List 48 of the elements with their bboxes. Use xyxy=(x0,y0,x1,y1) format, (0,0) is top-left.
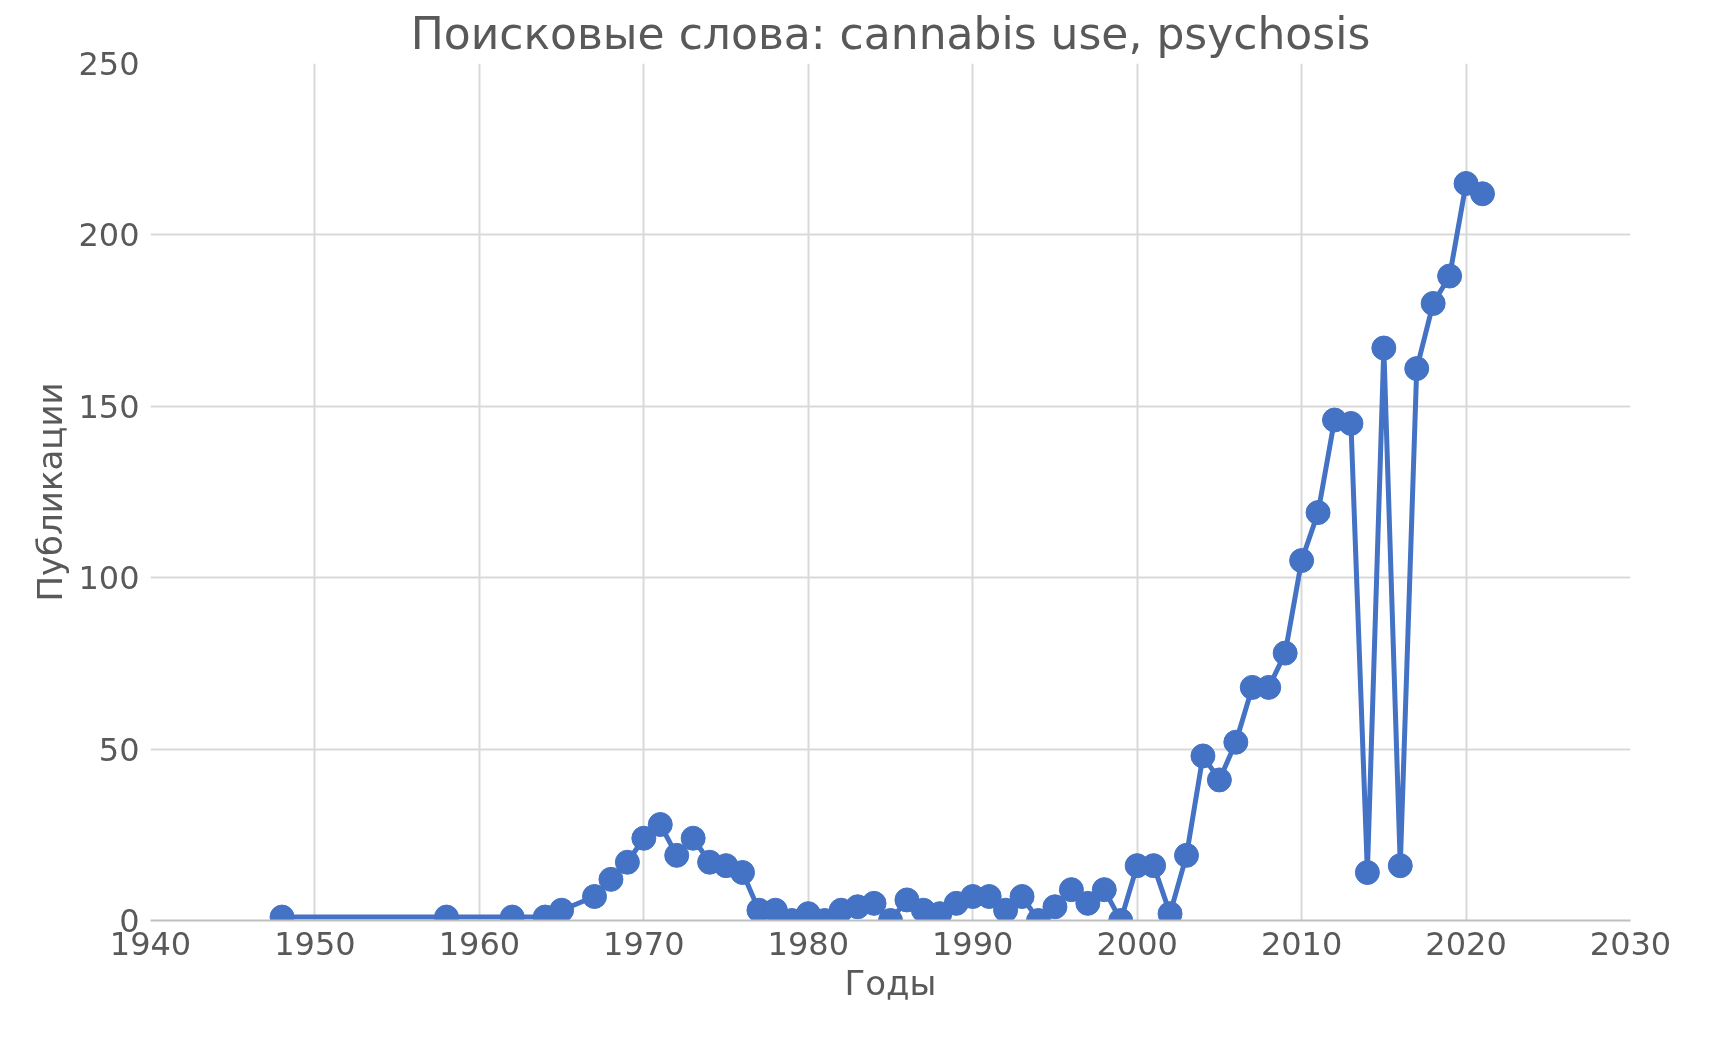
point xyxy=(1042,894,1068,920)
point xyxy=(647,812,673,837)
point xyxy=(598,866,624,892)
point xyxy=(1091,877,1117,903)
y-axis-title: Публикации xyxy=(30,382,71,602)
point xyxy=(1174,842,1199,868)
point xyxy=(1289,548,1315,574)
x-tick-label: 2020 xyxy=(1425,924,1507,963)
point xyxy=(1404,356,1430,382)
y-tick-label: 200 xyxy=(78,216,140,255)
y-tick-label: 150 xyxy=(78,387,140,426)
point xyxy=(631,825,657,851)
x-tick-label: 2000 xyxy=(1096,924,1178,963)
x-tick-label: 1980 xyxy=(767,924,849,963)
point xyxy=(664,842,690,868)
point xyxy=(1075,890,1101,916)
chart-title: Поисковые слова: cannabis use, psychosis xyxy=(410,7,1371,59)
y-tick-label: 100 xyxy=(78,559,140,598)
x-tick-label: 1990 xyxy=(932,924,1014,963)
point xyxy=(861,890,887,916)
point xyxy=(730,860,755,885)
point xyxy=(1420,290,1446,316)
x-tick-label: 1960 xyxy=(438,924,521,963)
point xyxy=(993,897,1019,921)
x-tick-label: 2030 xyxy=(1589,924,1672,963)
point xyxy=(1305,500,1331,526)
point xyxy=(680,825,706,851)
point xyxy=(1272,640,1298,666)
x-tick-label: 1970 xyxy=(603,924,685,963)
point xyxy=(582,884,607,909)
point xyxy=(1206,767,1232,793)
point xyxy=(1387,853,1413,879)
point xyxy=(1354,860,1380,885)
x-tick-label: 1950 xyxy=(274,924,356,963)
y-tick-label: 250 xyxy=(78,45,140,83)
x-tick-label: 2010 xyxy=(1260,924,1343,963)
point xyxy=(1338,410,1364,436)
point xyxy=(1223,729,1249,755)
y-tick-label: 50 xyxy=(98,730,140,769)
point xyxy=(1190,743,1216,769)
point xyxy=(1009,884,1035,909)
point xyxy=(614,849,640,875)
point xyxy=(1371,335,1397,361)
point xyxy=(549,897,575,921)
point xyxy=(1470,181,1495,207)
point xyxy=(1058,877,1084,903)
point xyxy=(1437,263,1463,289)
x-axis-title: Годы xyxy=(844,962,937,1003)
